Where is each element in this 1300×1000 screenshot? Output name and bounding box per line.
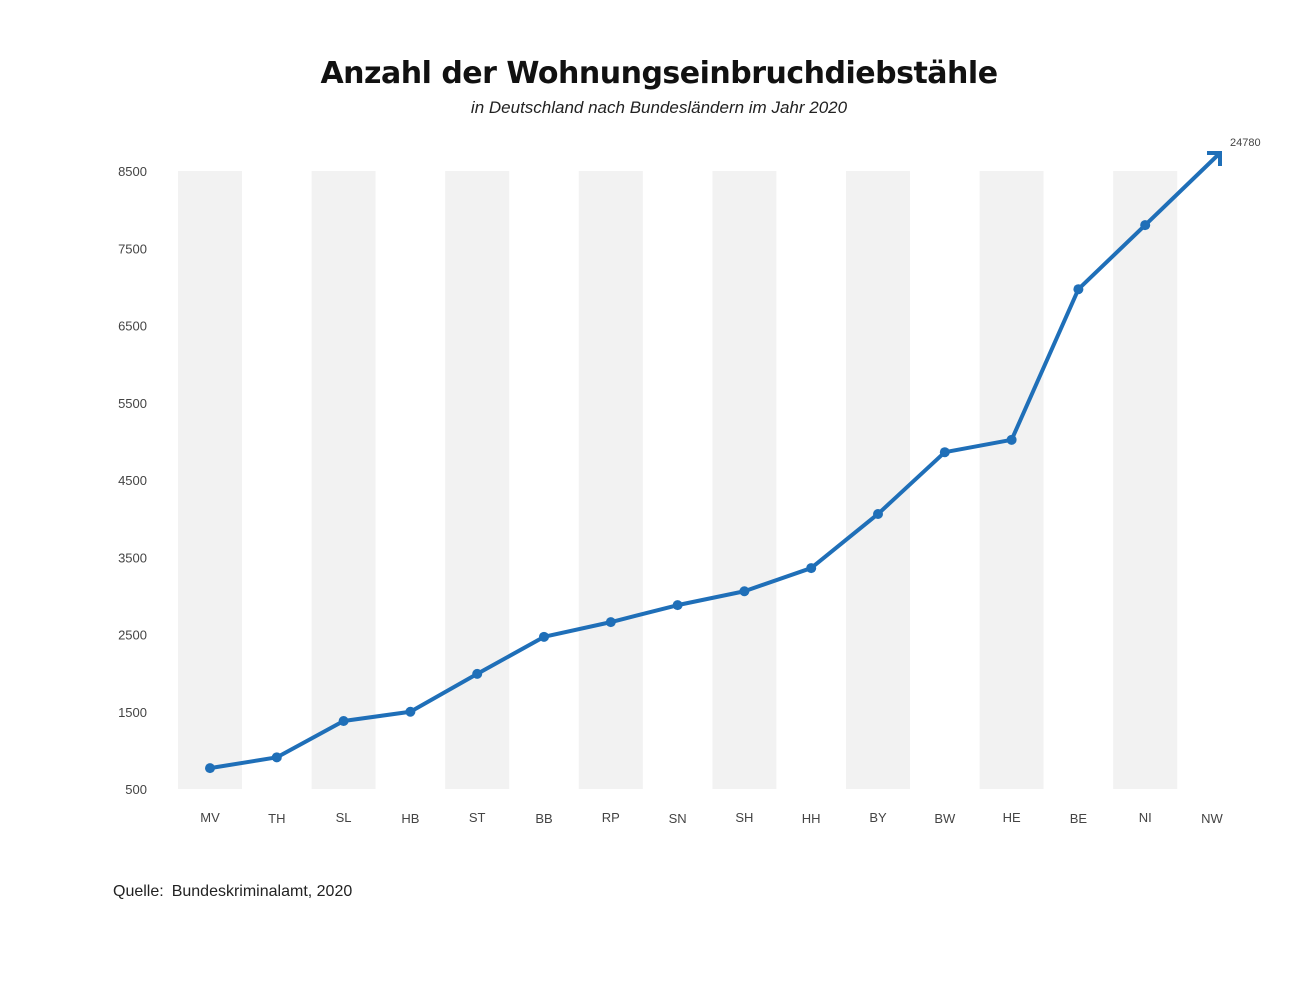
data-point: [873, 508, 883, 519]
x-tick-label: NI: [1139, 810, 1152, 825]
x-tick-label: MV: [200, 810, 220, 825]
data-point: [672, 600, 683, 611]
column-band: [178, 171, 242, 789]
data-point: [472, 668, 483, 679]
column-band: [578, 171, 643, 789]
x-tick-label: BY: [869, 810, 887, 825]
data-point: [1006, 434, 1017, 445]
x-tick-label: BB: [535, 811, 552, 826]
data-point: [271, 752, 282, 763]
y-tick-label: 2500: [118, 628, 147, 643]
x-tick-label: RP: [602, 810, 620, 825]
y-tick-label: 5500: [118, 396, 147, 411]
data-point: [1140, 220, 1151, 231]
x-tick-label: TH: [268, 811, 285, 826]
chart-title: Anzahl der Wohnungseinbruchdiebstähle: [320, 56, 998, 91]
data-point: [806, 563, 817, 574]
y-tick-label: 8500: [118, 164, 147, 179]
y-tick-label: 6500: [118, 319, 147, 334]
column-band: [445, 171, 510, 789]
y-tick-label: 4500: [118, 473, 147, 488]
data-point: [739, 586, 750, 597]
data-point: [939, 447, 950, 458]
chart-subtitle: in Deutschland nach Bundesländern im Jah…: [470, 98, 848, 117]
data-point: [605, 617, 616, 628]
column-band: [979, 171, 1044, 789]
y-tick-label: 7500: [118, 241, 147, 256]
data-point: [205, 763, 215, 774]
data-point: [405, 706, 416, 717]
x-tick-label: HE: [1003, 810, 1021, 825]
column-band: [846, 171, 910, 789]
x-tick-label: HB: [401, 811, 419, 826]
column-band: [712, 171, 777, 789]
y-tick-label: 3500: [118, 550, 147, 565]
series-line: [209, 151, 1222, 771]
data-point: [539, 631, 549, 642]
x-tick-label: NW: [1201, 811, 1223, 826]
y-tick-label: 1500: [118, 705, 147, 720]
data-point: [1073, 284, 1084, 295]
arrow-head-icon: [1207, 151, 1222, 166]
source-label: Quelle:: [113, 883, 164, 900]
x-tick-label: SN: [669, 811, 687, 826]
source-text: Bundeskriminalamt, 2020: [171, 883, 353, 900]
x-tick-label: BE: [1070, 811, 1088, 826]
x-tick-label: SL: [336, 810, 352, 825]
x-tick-label: SH: [735, 810, 753, 825]
source-note: Quelle: Bundeskriminalamt, 2020: [113, 883, 360, 901]
x-tick-label: BW: [934, 811, 956, 826]
data-point: [338, 716, 349, 727]
off-scale-data-label: 24780: [1230, 137, 1261, 149]
x-tick-label: ST: [469, 810, 486, 825]
x-tick-label: HH: [802, 811, 821, 826]
column-band: [1113, 171, 1178, 789]
y-tick-label: 500: [125, 782, 147, 797]
column-band: [311, 171, 376, 789]
